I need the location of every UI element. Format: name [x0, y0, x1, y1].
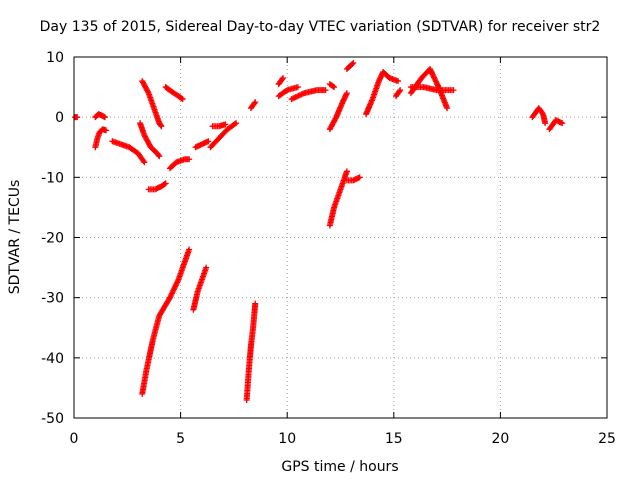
axes: 0 5 10 15 20 25 10 0 -10 -20 -30 -40 -50	[41, 50, 616, 447]
data-point	[141, 159, 148, 166]
series-arc-18	[275, 84, 301, 100]
series-arc-8	[166, 156, 193, 172]
series-arc-22	[326, 168, 350, 229]
data-point	[330, 83, 337, 90]
series-arc-15	[243, 300, 259, 403]
y-tick-label: -40	[41, 351, 64, 367]
data-point	[343, 90, 350, 97]
data-point	[331, 84, 338, 91]
x-tick-label: 15	[385, 431, 403, 447]
data-point	[450, 87, 457, 94]
data-point	[186, 246, 193, 253]
grid-lines	[74, 57, 607, 418]
series-arc-5	[137, 120, 163, 160]
data-point	[332, 115, 339, 122]
data-point	[186, 156, 193, 163]
series-arc-21	[326, 81, 338, 91]
data-point	[252, 300, 259, 307]
data-point	[349, 61, 356, 68]
x-tick-label: 0	[70, 431, 79, 447]
series-arc-23	[343, 174, 363, 184]
data-point	[395, 78, 402, 85]
data-point	[322, 87, 329, 94]
series-arc-10	[139, 246, 193, 397]
series-arc-6	[139, 78, 165, 130]
data-point	[542, 120, 549, 127]
data-point	[279, 76, 286, 83]
chart-title: Day 135 of 2015, Sidereal Day-to-day VTE…	[40, 19, 601, 35]
data-point	[155, 152, 162, 159]
data-point	[222, 121, 229, 128]
y-tick-label: -10	[41, 170, 64, 186]
series-arc-30	[546, 117, 566, 133]
data-point	[279, 75, 286, 82]
y-tick-label: -50	[41, 411, 64, 427]
data-point	[101, 114, 108, 121]
series-arc-25	[363, 69, 402, 118]
data-point	[74, 114, 81, 121]
data-point	[444, 105, 451, 112]
data-point	[158, 123, 165, 130]
data-point	[251, 100, 258, 107]
data-point	[539, 109, 546, 116]
data-point	[233, 120, 240, 127]
data-point	[231, 121, 238, 128]
series-arc-29	[529, 105, 549, 127]
data-point	[203, 264, 210, 271]
series-arc-17	[275, 75, 286, 88]
data-point	[102, 127, 109, 134]
data-point	[356, 174, 363, 181]
y-tick-label: 0	[55, 110, 64, 126]
series-arc-9	[162, 84, 186, 103]
series-arc-13	[207, 120, 240, 151]
data-point	[282, 87, 289, 94]
series-arc-4	[109, 138, 148, 166]
data-point	[157, 122, 164, 129]
data-point	[205, 138, 212, 145]
x-tick-label: 25	[598, 431, 616, 447]
plot-frame	[73, 56, 608, 419]
series-arc-28	[407, 66, 451, 112]
y-tick-label: 10	[46, 50, 64, 66]
data-point	[178, 95, 185, 102]
x-tick-label: 20	[491, 431, 509, 447]
x-axis-label: GPS time / hours	[281, 459, 398, 475]
y-tick-label: -30	[41, 291, 64, 307]
series-arc-12	[192, 138, 212, 151]
data-point	[156, 153, 163, 160]
data-points	[72, 60, 566, 403]
series-arc-1	[72, 114, 81, 121]
data-point	[162, 180, 169, 187]
x-tick-label: 10	[278, 431, 296, 447]
series-arc-26	[392, 87, 404, 100]
y-tick-label: -20	[41, 231, 64, 247]
data-point	[252, 99, 259, 106]
series-arc-2	[92, 126, 109, 151]
series-arc-24	[343, 60, 357, 73]
data-point	[144, 88, 151, 95]
data-point	[559, 120, 566, 127]
x-tick-label: 5	[176, 431, 185, 447]
data-point	[140, 158, 147, 165]
series-arc-14	[209, 121, 229, 130]
data-point	[350, 60, 357, 67]
series-arc-16	[247, 99, 259, 112]
data-point	[294, 84, 301, 91]
data-point	[179, 96, 186, 103]
series-arc-7	[145, 180, 169, 193]
data-point	[397, 87, 404, 94]
series-arc-3	[92, 111, 108, 121]
series-arc-11	[190, 264, 210, 313]
data-point	[161, 181, 168, 188]
series-arc-19	[288, 87, 329, 103]
data-point	[396, 88, 403, 95]
data-point	[343, 168, 350, 175]
y-axis-label: SDTVAR / TECUs	[7, 180, 23, 295]
series-arc-20	[326, 90, 350, 133]
